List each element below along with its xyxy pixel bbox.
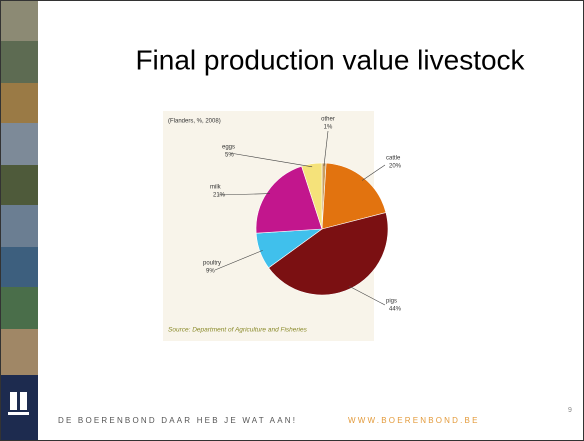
leader-line: [348, 285, 386, 306]
slice-label: pigs: [386, 299, 397, 305]
slice-value-label: 20%: [389, 164, 402, 170]
pie: other 1% cattle 20% pigs 44% poultry 9% milk 21% e…: [203, 117, 402, 313]
leader-line: [214, 250, 263, 271]
slide-title: Final production value livestock: [135, 44, 525, 75]
pie-slice: [268, 212, 389, 296]
footer-slogan: DE BOERENBOND DAAR HEB JE WAT AAN!: [58, 416, 297, 425]
slice-label: poultry: [203, 261, 221, 267]
page-number: 9: [568, 407, 572, 414]
slice-value-label: 44%: [389, 307, 402, 313]
slice-value-label: 1%: [324, 125, 333, 131]
leader-line: [217, 193, 270, 196]
leader-line: [361, 164, 386, 181]
leader-line: [229, 152, 313, 168]
logo: [1, 375, 38, 440]
slice-label: cattle: [386, 156, 401, 162]
pie-slice: [301, 162, 323, 230]
slice-label: other: [321, 117, 335, 123]
slice-label: eggs: [222, 145, 235, 151]
slice-value-label: 21%: [213, 193, 226, 199]
photo-strip: [1, 1, 38, 375]
leader-line: [323, 130, 329, 167]
chart-title: (Flanders, %, 2008): [168, 119, 221, 125]
pie-slice: [321, 162, 387, 230]
slice-value-label: 5%: [225, 153, 234, 159]
slice-value-label: 9%: [206, 269, 215, 275]
slice-label: milk: [210, 185, 222, 191]
footer-url: WWW.BOERENBOND.BE: [348, 416, 480, 425]
chart-source: Source: Department of Agriculture and Fi…: [168, 327, 308, 334]
pie-slice: [255, 165, 323, 234]
